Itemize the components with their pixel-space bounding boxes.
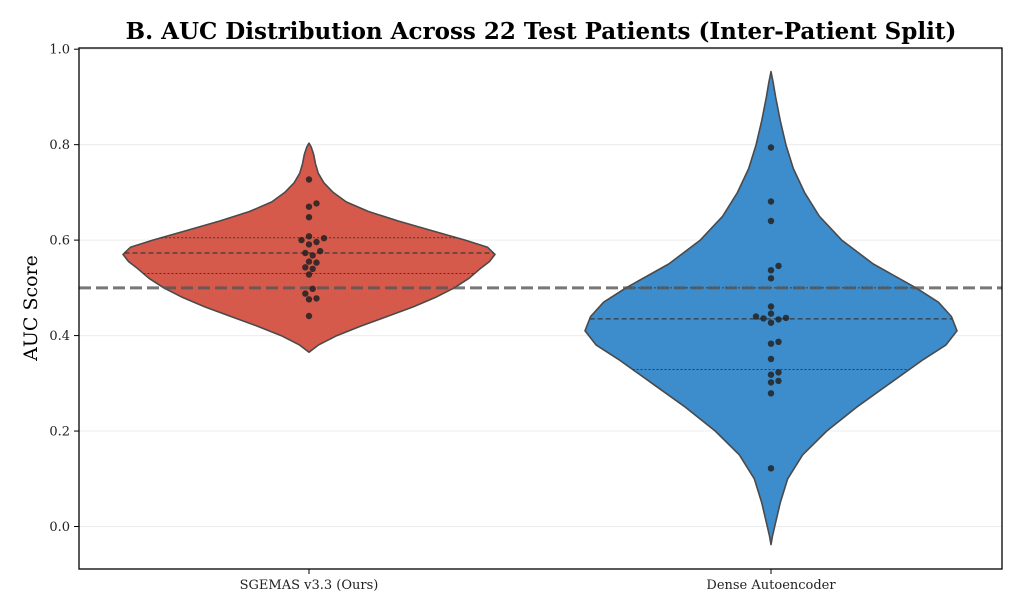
y-tick-label: 0.4 [49,329,70,344]
data-point [767,390,775,397]
data-point [305,271,313,278]
data-point [767,379,775,386]
data-point [313,295,320,302]
x-axis: SGEMAS v3.3 (Ours) Dense Autoencoder [240,569,836,593]
data-point [767,371,775,378]
y-tick-label: 0.2 [49,425,70,440]
data-point [767,198,775,205]
data-point [775,369,782,376]
chart-title: B. AUC Distribution Across 22 Test Patie… [126,18,957,45]
data-point [305,214,313,221]
data-point [302,290,309,297]
y-tick-label: 0.8 [49,138,70,153]
data-point [305,312,313,320]
data-point [320,235,328,242]
y-tick-label: 0.6 [49,234,70,249]
y-axis-label: AUC Score [20,255,42,362]
data-point [767,144,775,151]
data-point [305,258,313,265]
violin-body [122,142,496,354]
data-point [767,217,775,225]
data-point [782,314,790,322]
data-point [767,310,775,317]
data-point [752,313,760,320]
y-tick-label: 0.0 [49,520,70,535]
data-point [313,259,320,266]
data-point [313,200,320,207]
data-point [775,316,782,323]
data-point [767,319,775,326]
data-point [305,203,313,210]
data-point [309,252,316,259]
x-tick-label: Dense Autoencoder [706,578,836,593]
data-point [313,238,320,246]
data-point [767,340,775,347]
x-tick-label: SGEMAS v3.3 (Ours) [240,578,379,593]
data-point [309,265,316,272]
data-point [775,338,782,345]
plot-frame [78,47,1003,570]
data-point [767,275,775,282]
data-point [767,267,775,274]
data-points [298,144,790,472]
data-point [775,377,782,385]
data-point [767,465,775,472]
data-point [775,262,782,270]
data-point [767,355,775,363]
data-point [298,236,305,244]
data-point [317,247,324,255]
data-point [767,303,775,310]
data-point [305,176,313,183]
data-point [302,264,309,271]
data-point [305,296,313,303]
data-point [305,241,313,248]
violins [122,70,958,546]
data-point [302,249,309,257]
y-tick-label: 1.0 [49,43,70,58]
data-point [760,315,767,322]
y-axis: 0.0 0.2 0.4 0.6 0.8 1.0 [49,43,79,535]
data-point [309,285,316,292]
data-point [305,233,313,240]
